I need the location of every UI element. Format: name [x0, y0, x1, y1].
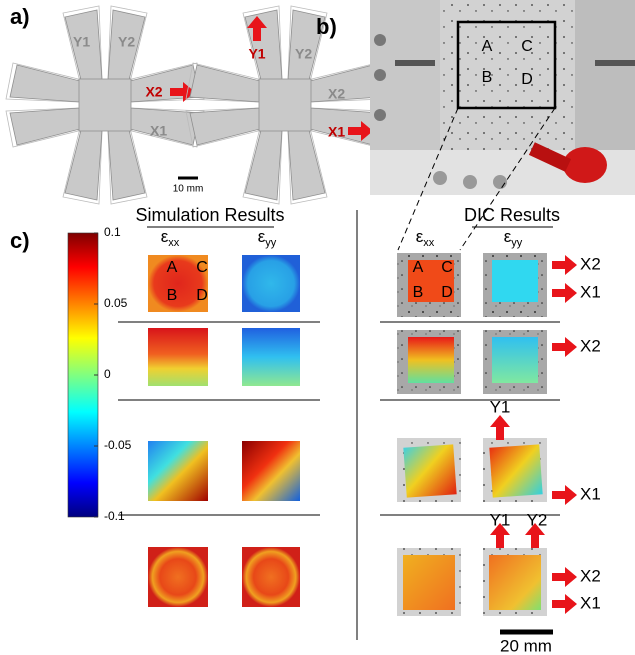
- specimen: [6, 6, 204, 204]
- section-title: DIC Results: [464, 205, 560, 225]
- scale-label: 10 mm: [173, 184, 204, 195]
- simulation-maps: [118, 255, 320, 607]
- colorbar-tick-label: -0.1: [104, 509, 125, 523]
- panel-label: b): [316, 14, 337, 39]
- region-label: B: [167, 287, 178, 304]
- region-label: A: [482, 38, 493, 55]
- arm-label: X1: [150, 123, 167, 139]
- load-label: X2: [580, 566, 601, 585]
- region-label: D: [196, 287, 208, 304]
- zoom-line: [397, 107, 459, 251]
- colorbar-tick-label: -0.05: [104, 438, 132, 452]
- region-label: A: [167, 259, 178, 276]
- load-label: Y1: [490, 397, 511, 416]
- colorbar-tick-label: 0.1: [104, 225, 121, 239]
- region-label: B: [413, 284, 424, 301]
- arm-label: Y1: [73, 34, 90, 50]
- arm-label: X1: [328, 124, 345, 140]
- arm-label: X2: [145, 84, 162, 100]
- region-label: C: [441, 259, 453, 276]
- region-label: C: [521, 38, 533, 55]
- column-header: εxx: [161, 227, 180, 248]
- dic-maps: [380, 253, 560, 616]
- colorbar-tick-label: 0: [104, 367, 111, 381]
- column-header: εyy: [258, 227, 277, 248]
- load-label: X2: [580, 254, 601, 273]
- region-label: B: [482, 69, 493, 86]
- load-label: Y1: [490, 510, 511, 529]
- load-label: X1: [580, 484, 601, 503]
- panel-label: c): [10, 228, 30, 253]
- arm-label: Y2: [295, 46, 312, 62]
- column-header: εxx: [416, 227, 435, 248]
- region-label: A: [413, 259, 424, 276]
- load-label: X2: [580, 336, 601, 355]
- load-label: X1: [580, 593, 601, 612]
- load-label: X1: [580, 282, 601, 301]
- colorbar-ticks: 0.1 0.05 0 -0.05 -0.1: [94, 225, 132, 523]
- column-header: εyy: [504, 227, 523, 248]
- panel-label: a): [10, 4, 30, 29]
- colorbar: [67, 232, 99, 518]
- arm-label: X2: [328, 86, 345, 102]
- scale-label: 20 mm: [500, 636, 552, 655]
- arm-label: Y1: [248, 46, 265, 62]
- section-title: Simulation Results: [135, 205, 284, 225]
- colorbar-tick-label: 0.05: [104, 296, 128, 310]
- arm-label: Y2: [118, 34, 135, 50]
- region-label: C: [196, 259, 208, 276]
- zoom-line: [459, 107, 556, 251]
- region-label: D: [441, 284, 453, 301]
- specimen: [186, 6, 384, 204]
- load-label: Y2: [527, 510, 548, 529]
- region-label: D: [521, 71, 533, 88]
- photo: [370, 0, 635, 195]
